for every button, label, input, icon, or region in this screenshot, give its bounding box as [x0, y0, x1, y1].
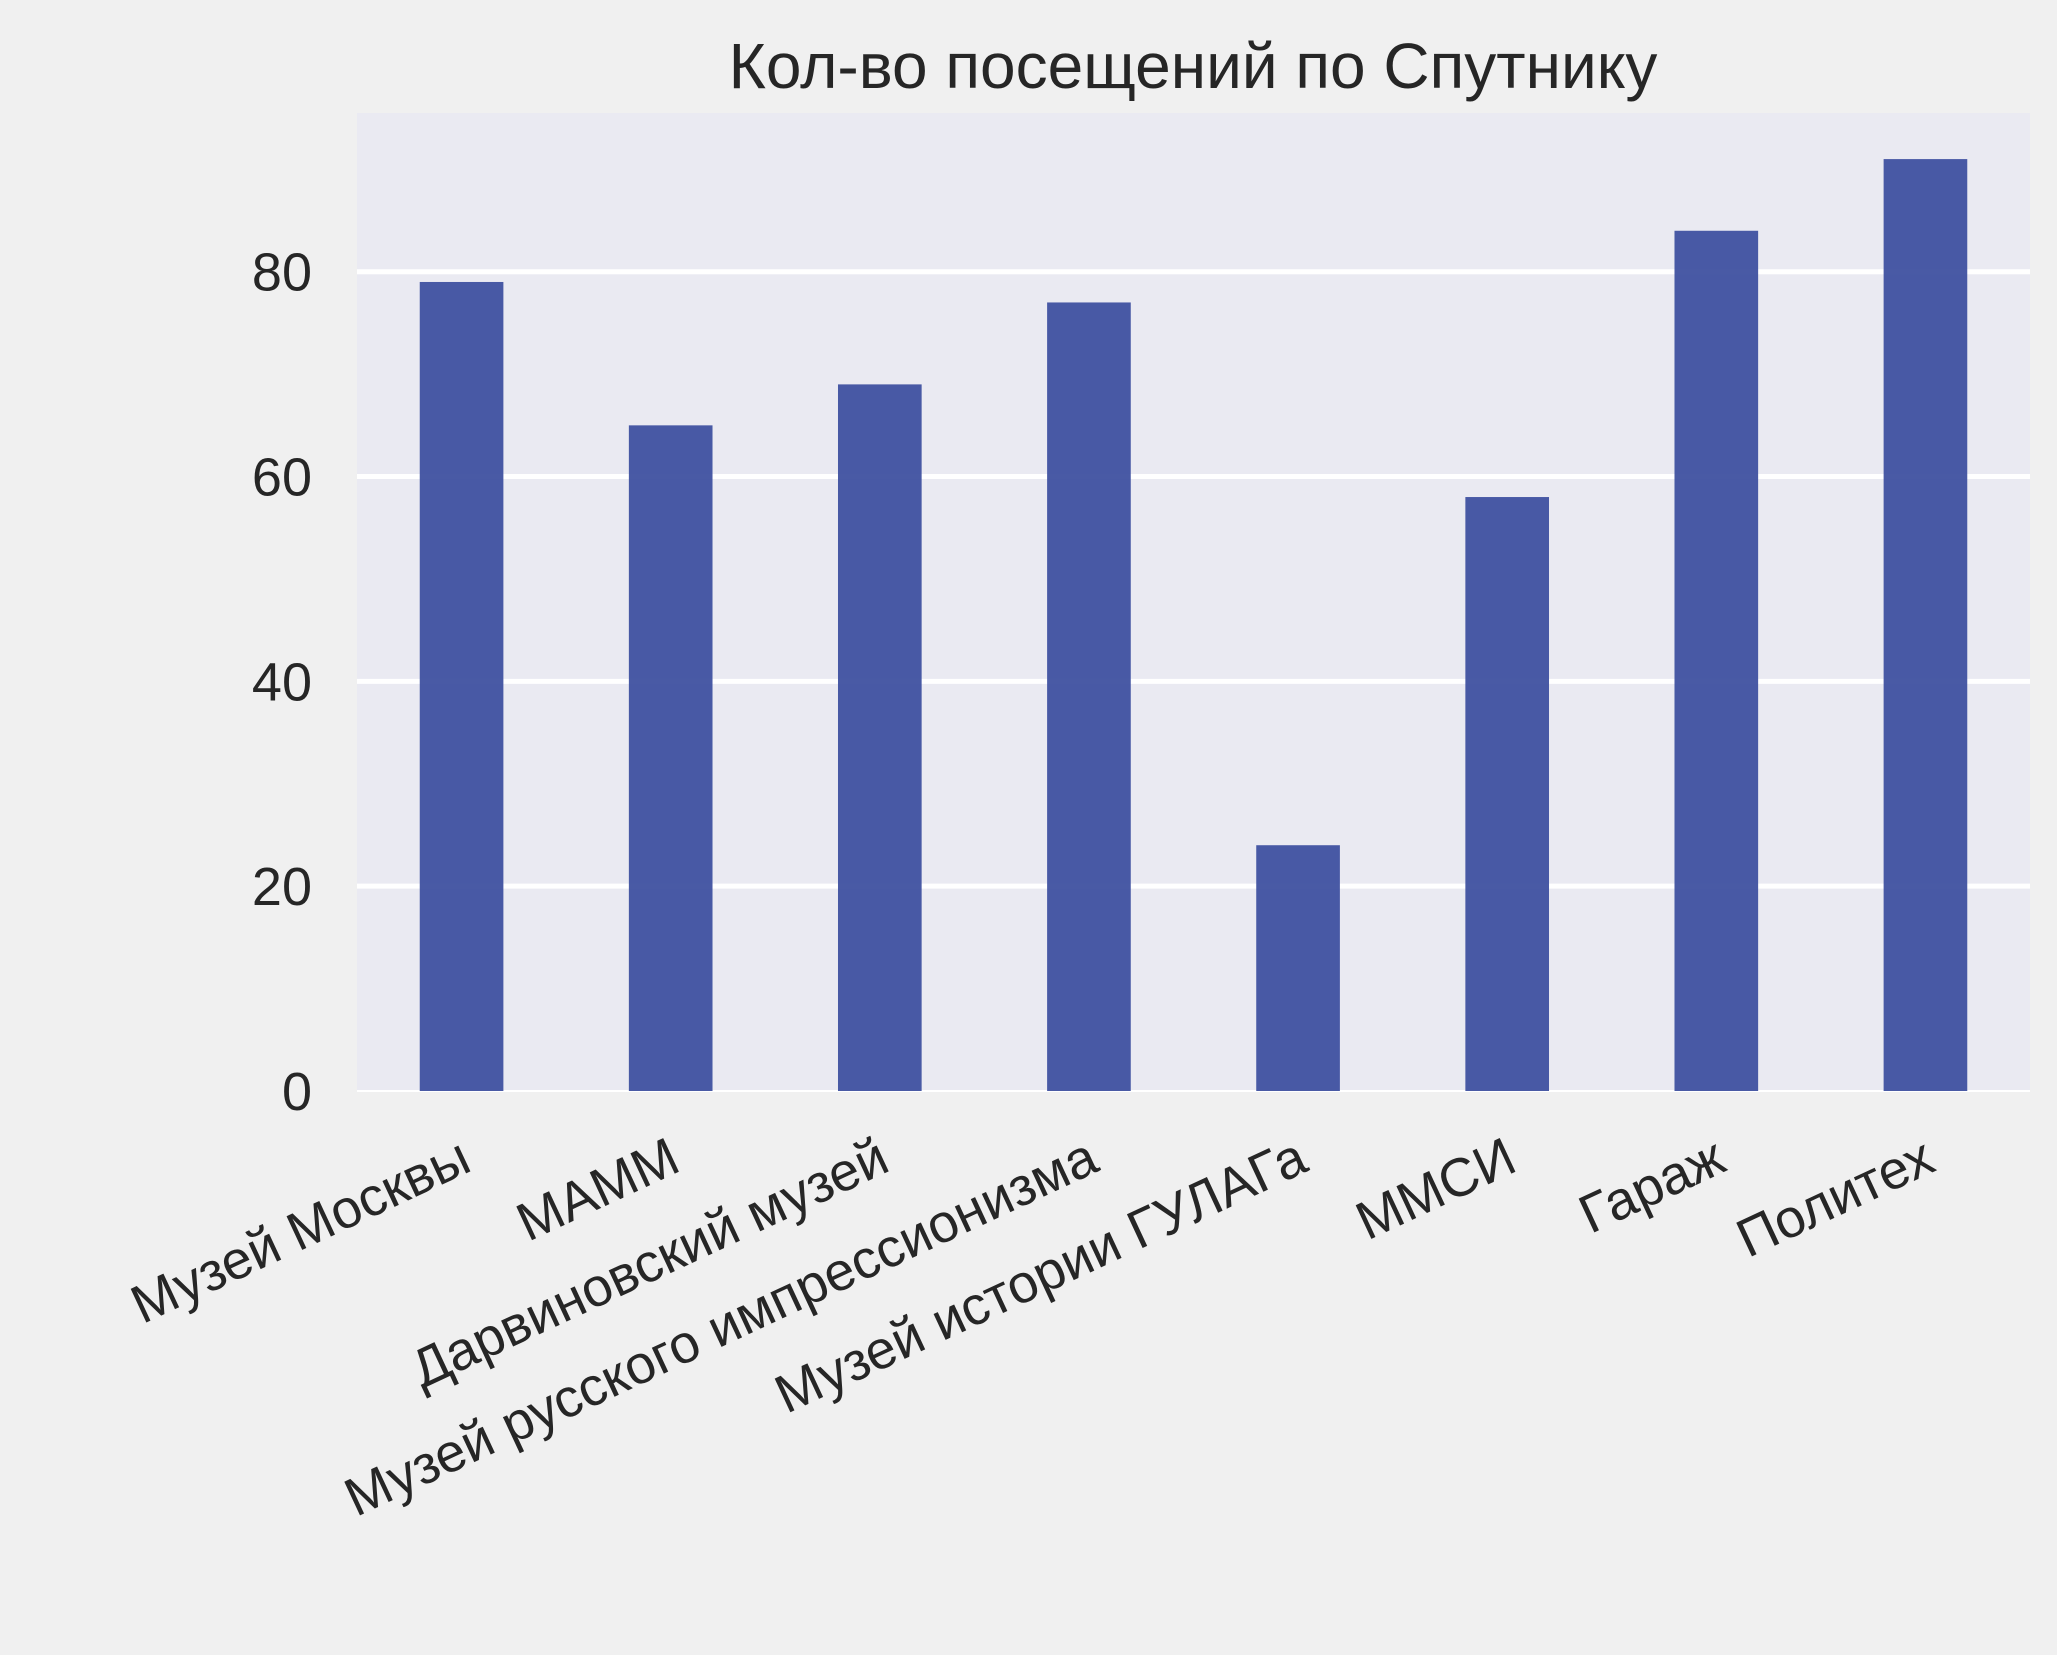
- y-axis-ticks: 0 20 40 60 80: [252, 243, 312, 1122]
- x-tick-label: Гараж: [1570, 1126, 1734, 1245]
- x-tick-label: ММСИ: [1347, 1126, 1524, 1251]
- bar: [837, 384, 922, 1091]
- y-tick-label: 60: [252, 448, 312, 508]
- y-tick-label: 0: [282, 1062, 312, 1122]
- bar: [1674, 230, 1759, 1091]
- bar: [1465, 497, 1550, 1092]
- bar: [1256, 845, 1340, 1091]
- bar: [1047, 302, 1131, 1091]
- bar: [1883, 159, 1968, 1092]
- y-tick-label: 80: [252, 243, 312, 303]
- x-tick-label: Политех: [1728, 1126, 1943, 1269]
- y-tick-label: 40: [252, 652, 312, 712]
- bars: [419, 159, 1968, 1092]
- plot-area: [357, 113, 2030, 1091]
- y-tick-label: 20: [252, 857, 312, 917]
- chart-title: Кол-во посещений по Спутнику: [729, 30, 1658, 102]
- bar: [419, 281, 504, 1091]
- bar: [628, 425, 713, 1091]
- x-tick-label: Музей Москвы: [122, 1126, 479, 1335]
